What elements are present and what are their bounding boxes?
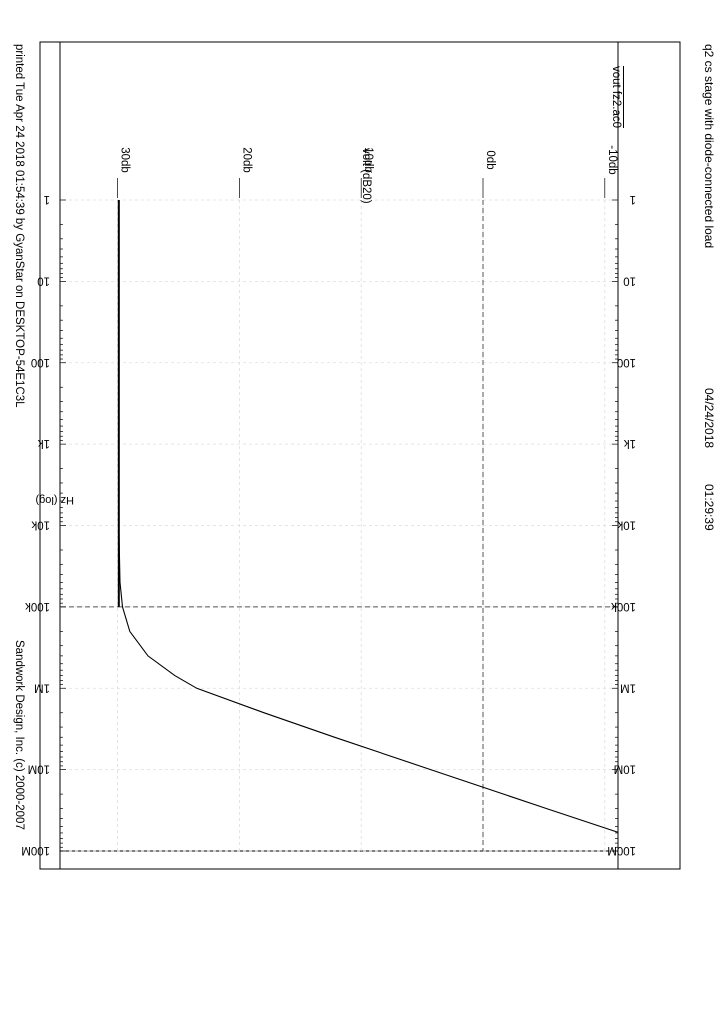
x-tick-label: 1k: [624, 437, 636, 449]
x-tick-label: 100: [617, 356, 636, 368]
plot-title: q2 cs stage with diode-connected load: [702, 44, 716, 249]
y-tick-label: -10db: [606, 145, 618, 174]
x-tick-label: 100: [31, 356, 50, 368]
y-axis-label: volt (dB20): [360, 148, 372, 204]
x-tick-label: 1k: [38, 437, 50, 449]
x-tick-label: 10M: [28, 763, 50, 775]
y-tick-label: 30db: [119, 147, 131, 173]
x-tick-label: 10M: [614, 763, 636, 775]
x-tick-label: 1M: [620, 681, 636, 693]
x-tick-label: 100M: [607, 844, 636, 856]
y-tick-label: 0db: [484, 150, 496, 169]
x-tick-label: 1M: [34, 681, 50, 693]
x-tick-label: 10: [623, 274, 636, 286]
x-tick-label: 1: [44, 193, 50, 205]
x-tick-label: 1: [630, 193, 636, 205]
x-axis-label: Hz (log): [35, 494, 74, 506]
x-tick-label: 10k: [31, 519, 50, 531]
y-tick-label: 20db: [240, 147, 252, 173]
x-tick-label: 10k: [617, 519, 636, 531]
legend-series-label: vout fz2.ac0: [610, 66, 624, 129]
x-tick-label: 10: [37, 274, 50, 286]
y-tick-label: 10db: [362, 147, 374, 173]
x-tick-label: 100M: [21, 844, 50, 856]
footer-printed: printed Tue Apr 24 2018 01:54:39 by Gyan…: [13, 44, 25, 408]
plot-date: 04/24/2018: [702, 388, 716, 449]
x-tick-label: 100k: [611, 600, 636, 612]
plot-time: 01:29:39: [702, 484, 716, 531]
x-tick-label: 100k: [25, 600, 50, 612]
outer-frame: [39, 41, 681, 870]
footer-copyright: Sandwork Design, Inc. (c) 2000-2007: [13, 640, 25, 830]
